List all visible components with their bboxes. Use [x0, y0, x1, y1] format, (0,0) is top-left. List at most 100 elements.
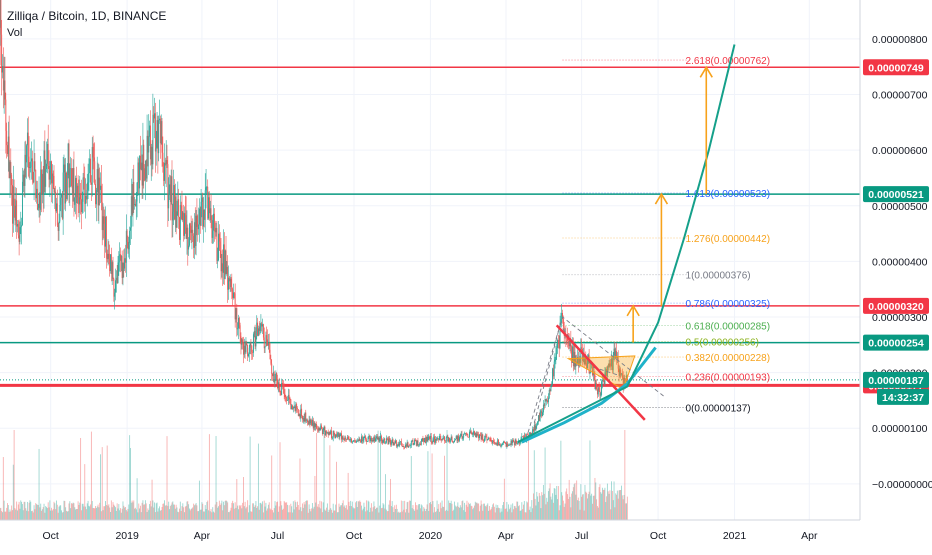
candle-body: [342, 436, 343, 439]
volume-bar: [511, 505, 512, 520]
volume-bar: [250, 437, 251, 520]
candle-body: [275, 379, 276, 383]
volume-bar: [466, 505, 467, 520]
candle-body: [77, 186, 78, 203]
candle-body: [286, 397, 287, 401]
volume-bar: [122, 509, 123, 520]
candle-body: [260, 323, 261, 326]
candle-body: [383, 440, 384, 443]
volume-bar: [304, 502, 305, 520]
volume-bar: [624, 430, 625, 520]
candle-body: [296, 404, 297, 408]
candle-body: [226, 251, 227, 274]
volume-bar: [579, 501, 580, 520]
volume-bar: [76, 509, 77, 520]
volume-bar: [625, 503, 626, 520]
volume-bar: [560, 505, 561, 520]
volume-bar: [61, 510, 62, 520]
volume-bar: [374, 506, 375, 520]
candle-body: [237, 328, 238, 329]
volume-bar: [344, 505, 345, 520]
candle-body: [88, 173, 89, 182]
volume-bar: [362, 510, 363, 520]
volume-bar: [123, 501, 124, 520]
volume-bar: [217, 508, 218, 520]
volume-bar: [297, 502, 298, 520]
volume-bar: [359, 502, 360, 520]
volume-bar: [464, 503, 465, 520]
volume-bar: [247, 500, 248, 520]
volume-bar: [600, 492, 601, 520]
candle-body: [434, 436, 435, 442]
volume-bar: [526, 512, 527, 520]
volume-bar: [547, 502, 548, 520]
candle-body: [494, 442, 495, 443]
volume-bar: [44, 513, 45, 520]
volume-bar: [149, 504, 150, 520]
candle-body: [109, 258, 110, 271]
candle-body: [536, 425, 537, 426]
candle-body: [74, 197, 75, 204]
volume-bar: [60, 505, 61, 520]
candle-body: [452, 441, 453, 442]
candle-body: [569, 341, 570, 346]
volume-bar: [129, 435, 130, 520]
candle-body: [345, 438, 346, 439]
volume-bar: [234, 509, 235, 520]
candle-body: [327, 432, 328, 433]
candle-body: [371, 438, 372, 442]
volume-bar: [513, 509, 514, 520]
volume-bar: [66, 511, 67, 520]
candle-body: [421, 441, 422, 445]
candle-body: [512, 440, 513, 443]
volume-bar: [332, 513, 333, 520]
candle-body: [129, 231, 130, 243]
volume-bar: [118, 504, 119, 520]
candle-body: [404, 447, 405, 448]
volume-bar: [110, 512, 111, 520]
volume-bar: [551, 499, 552, 520]
volume-bar: [444, 456, 445, 520]
volume-bar: [614, 481, 615, 520]
volume-bar: [15, 508, 16, 520]
volume-bar: [622, 495, 623, 520]
volume-bar: [158, 508, 159, 520]
candle-body: [38, 208, 39, 210]
volume-bar: [215, 505, 216, 520]
volume-bar: [79, 503, 80, 520]
candle-body: [481, 435, 482, 440]
volume-bar: [187, 502, 188, 520]
volume-bar: [283, 509, 284, 520]
volume-bar: [29, 500, 30, 520]
candle-body: [464, 433, 465, 434]
volume-bar: [64, 501, 65, 520]
candle-body: [499, 444, 500, 446]
volume-bar: [487, 503, 488, 520]
candle-body: [447, 436, 448, 437]
candle-body: [314, 423, 315, 427]
candle-body: [498, 439, 499, 445]
volume-bar: [414, 511, 415, 520]
volume-bar: [484, 504, 485, 520]
volume-bar: [246, 508, 247, 520]
candle-body: [203, 210, 204, 227]
candle-body: [357, 441, 358, 442]
volume-bar: [164, 500, 165, 520]
chart-title: Zilliqa / Bitcoin, 1D, BINANCE: [7, 9, 166, 23]
candle-body: [168, 194, 169, 208]
candle-body: [133, 182, 134, 205]
volume-bar: [116, 511, 117, 520]
candle-body: [535, 425, 536, 430]
candle-body: [181, 205, 182, 206]
time-tick-label: 2020: [419, 530, 443, 542]
volume-bar: [209, 434, 210, 520]
volume-bar: [259, 510, 260, 520]
time-tick-label: Jul: [575, 530, 588, 542]
volume-bar: [93, 508, 94, 520]
volume-bar: [323, 502, 324, 520]
candle-body: [137, 183, 138, 202]
candle-body: [35, 170, 36, 198]
volume-bar: [420, 508, 421, 520]
